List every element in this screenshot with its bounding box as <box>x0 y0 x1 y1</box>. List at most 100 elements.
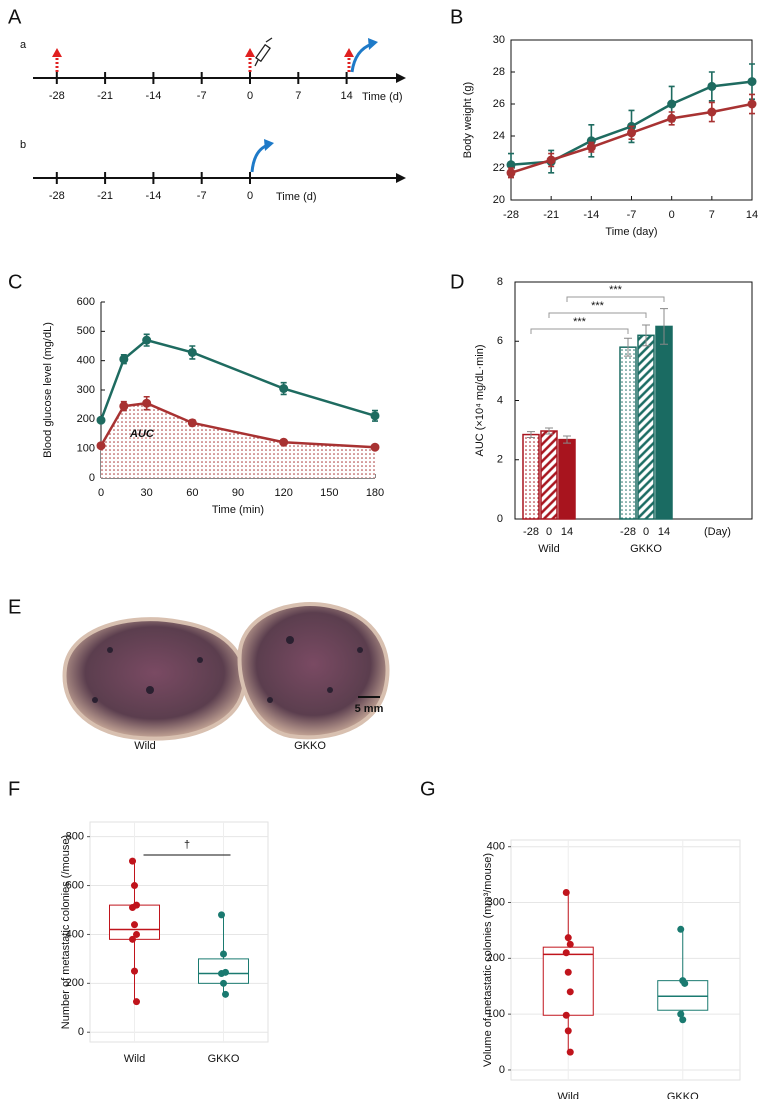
y-tick-label: 26 <box>493 98 505 110</box>
data-point <box>187 418 197 428</box>
photo-label: Wild <box>134 740 155 752</box>
data-point <box>129 935 136 943</box>
x-tick-label: 0 <box>669 209 675 221</box>
x-tick-label: Wild <box>124 1053 145 1065</box>
data-point <box>586 142 596 152</box>
y-axis-label: AUC (×10⁴ mg/dL·min) <box>474 344 486 456</box>
x-tick-label: 14 <box>561 526 573 538</box>
y-tick-label: 100 <box>77 443 95 455</box>
data-point <box>220 979 227 987</box>
y-tick-label: 0 <box>78 1026 84 1038</box>
timeline-tick-label: 14 <box>340 90 352 102</box>
timeline-axis-label: Time (d) <box>276 191 317 203</box>
data-point <box>222 990 229 998</box>
x-tick-label: 0 <box>98 487 104 499</box>
y-tick-label: 2 <box>497 454 503 466</box>
data-point <box>562 1011 570 1019</box>
y-tick-label: 800 <box>66 831 84 843</box>
data-point <box>707 107 717 117</box>
data-point <box>218 970 225 978</box>
data-point <box>506 160 516 170</box>
x-axis-label: Time (min) <box>212 504 264 516</box>
timeline-tick-label: 7 <box>295 90 301 102</box>
data-point <box>747 99 757 109</box>
y-axis-label: Volume of metastatic colonies (mm³/mouse… <box>482 853 494 1067</box>
bar <box>522 433 540 520</box>
data-point <box>119 401 129 411</box>
y-axis-label: Body weight (g) <box>462 82 474 158</box>
timeline-tick-label: -28 <box>49 190 65 202</box>
panel-letter: D <box>450 271 464 293</box>
x-tick-label: 150 <box>320 487 338 499</box>
y-tick-label: 22 <box>493 162 505 174</box>
y-tick-label: 400 <box>487 841 505 853</box>
panel-letter: G <box>420 778 436 800</box>
timeline-tick-label: 0 <box>247 190 253 202</box>
series-line <box>99 338 376 421</box>
error-bar <box>642 324 650 347</box>
y-tick-label: 600 <box>66 879 84 891</box>
data-point <box>677 1010 685 1018</box>
x-tick-label: 30 <box>141 487 153 499</box>
data-point <box>566 940 574 948</box>
error-bar <box>563 435 571 444</box>
panel-letter: E <box>8 596 21 618</box>
y-tick-label: 200 <box>66 977 84 989</box>
panel-letter: C <box>8 271 22 293</box>
y-tick-label: 500 <box>77 325 95 337</box>
y-tick-label: 100 <box>487 1008 505 1020</box>
y-tick-label: 400 <box>77 355 95 367</box>
y-tick-label: 24 <box>493 130 505 142</box>
series-line <box>99 401 376 449</box>
x-tick-label: GKKO <box>208 1053 240 1065</box>
x-tick-label: -14 <box>583 209 599 221</box>
x-tick-label: -28 <box>523 526 539 538</box>
data-point <box>707 81 717 91</box>
x-tick-label: 180 <box>366 487 384 499</box>
timeline-tick-label: -7 <box>197 190 207 202</box>
x-tick-label: 120 <box>274 487 292 499</box>
data-point <box>96 415 106 425</box>
data-point <box>667 99 677 109</box>
treatment-heads <box>52 48 354 57</box>
bar <box>637 334 655 520</box>
x-axis-label: Time (day) <box>605 226 657 238</box>
x-tick-label: -21 <box>543 209 559 221</box>
timeline-axis-label: Time (d) <box>362 91 403 103</box>
y-tick-label: 8 <box>497 276 503 288</box>
data-point <box>667 113 677 123</box>
error-bar <box>545 427 553 435</box>
scale-bar-label: 5 mm <box>355 703 384 715</box>
timeline-tick-label: -28 <box>49 90 65 102</box>
error-bar <box>660 308 668 345</box>
panel-letter: A <box>8 6 22 28</box>
auc-area <box>101 403 375 478</box>
significance-label: † <box>184 839 190 851</box>
y-tick-label: 6 <box>497 335 503 347</box>
y-tick-label: 0 <box>499 1064 505 1076</box>
y-tick-label: 30 <box>493 34 505 46</box>
timeline-arrowhead <box>396 73 406 83</box>
x-tick-label: 14 <box>658 526 670 538</box>
liver-photo <box>62 602 390 741</box>
timeline-tick-label: 0 <box>247 90 253 102</box>
bar <box>540 430 558 520</box>
y-tick-label: 400 <box>66 928 84 940</box>
bar <box>619 346 637 520</box>
group-label: Wild <box>538 543 559 555</box>
data-point <box>142 398 152 408</box>
data-point <box>566 1048 574 1056</box>
timeline-tick-label: -14 <box>145 190 161 202</box>
x-tick-label: -28 <box>620 526 636 538</box>
data-point <box>131 921 138 929</box>
y-tick-label: 0 <box>497 513 503 525</box>
data-point <box>279 437 289 447</box>
bar <box>558 438 576 520</box>
photo-label: GKKO <box>294 740 326 752</box>
y-tick-label: 600 <box>77 296 95 308</box>
y-axis-label: Blood glucose level (mg/dL) <box>42 322 54 458</box>
annotation: AUC <box>129 428 155 440</box>
significance-bracket <box>530 328 629 334</box>
y-tick-label: 0 <box>89 472 95 484</box>
x-tick-label: 14 <box>746 209 758 221</box>
